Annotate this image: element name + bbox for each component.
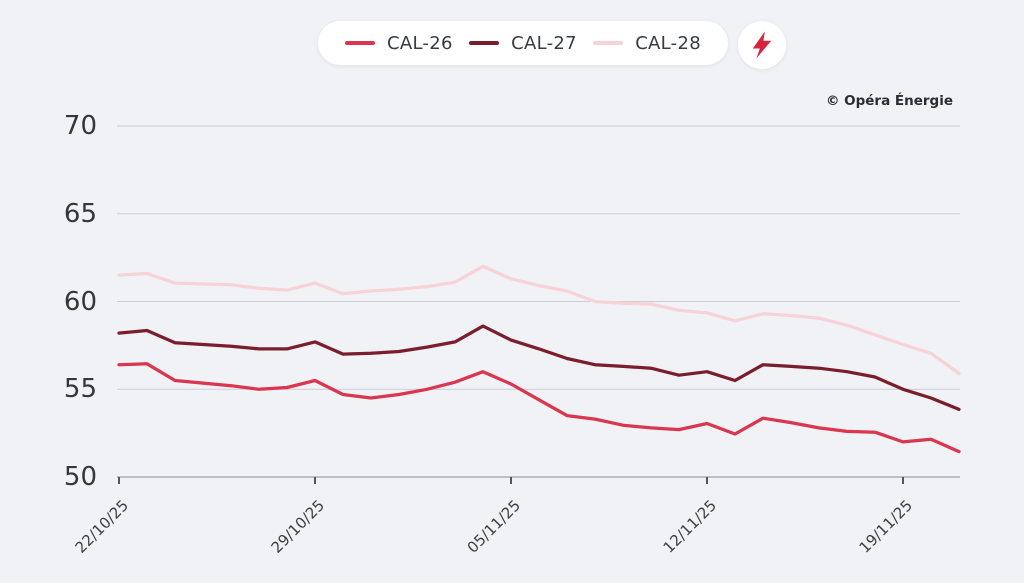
legend-item-cal-27[interactable]: CAL-27 xyxy=(469,33,577,54)
legend-label-cal-26: CAL-26 xyxy=(387,32,453,54)
line-CAL-28 xyxy=(117,264,961,376)
legend-label-cal-28: CAL-28 xyxy=(635,32,701,54)
cal-27-swatch-icon xyxy=(469,40,500,46)
brand-badge xyxy=(738,21,786,69)
y-tick-label-60: 60 xyxy=(63,286,97,317)
y-tick-label-65: 65 xyxy=(63,198,97,229)
legend-label-cal-27: CAL-27 xyxy=(511,32,577,54)
line-CAL-26 xyxy=(117,362,961,454)
y-tick-label-55: 55 xyxy=(63,374,97,405)
cal-28-swatch-icon xyxy=(593,40,624,46)
legend: CAL-26 CAL-27 CAL-28 xyxy=(318,21,728,65)
copyright-credit: © Opéra Énergie xyxy=(825,93,953,109)
lightning-bolt-icon xyxy=(752,31,772,59)
legend-item-cal-28[interactable]: CAL-28 xyxy=(593,33,701,54)
y-tick-label-70: 70 xyxy=(63,111,97,141)
legend-item-cal-26[interactable]: CAL-26 xyxy=(345,33,453,54)
y-tick-label-50: 50 xyxy=(63,462,97,492)
line-CAL-27 xyxy=(117,324,961,412)
cal-26-swatch-icon xyxy=(345,40,375,46)
